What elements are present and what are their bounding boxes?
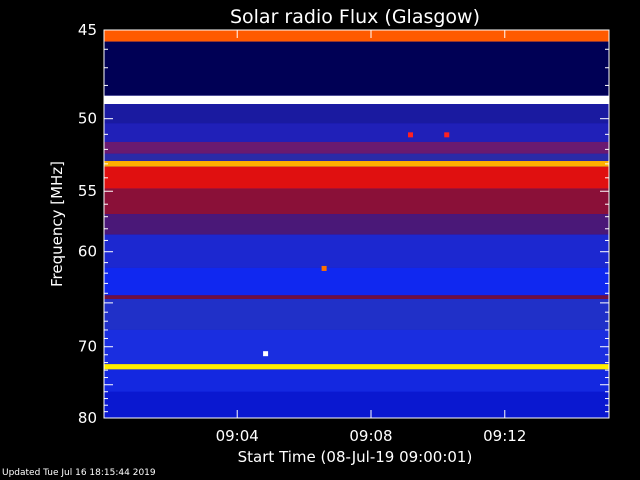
frequency-band	[104, 188, 609, 215]
frequency-band	[104, 30, 609, 42]
frequency-band	[104, 295, 609, 300]
y-axis-label: Frequency [MHz]	[48, 161, 66, 287]
y-axis: 45 50 55 60 70 80	[78, 21, 609, 427]
y-tick-label: 60	[78, 243, 97, 261]
x-axis: 09:04 09:08 09:12	[216, 30, 526, 445]
frequency-band	[104, 234, 609, 268]
plot-frame	[103, 29, 610, 419]
frequency-band	[104, 364, 609, 370]
frequency-band	[104, 95, 609, 105]
plot-area	[103, 29, 610, 419]
frequency-band	[104, 369, 609, 392]
frequency-band	[104, 104, 609, 124]
updated-timestamp: Updated Tue Jul 16 18:15:44 2019	[2, 468, 156, 478]
x-tick-label: 09:08	[349, 427, 392, 445]
x-tick-label: 09:04	[216, 427, 259, 445]
frequency-band	[104, 153, 609, 162]
frequency-band	[104, 267, 609, 296]
frequency-band	[104, 329, 609, 365]
frequency-band	[104, 161, 609, 167]
frequency-band	[104, 166, 609, 189]
burst-mark	[444, 132, 450, 138]
burst-mark	[321, 265, 327, 271]
x-tick-label: 09:12	[483, 427, 526, 445]
frequency-band	[104, 41, 609, 96]
frequency-band	[104, 214, 609, 235]
y-tick-label: 55	[78, 182, 97, 200]
frequency-band	[104, 391, 609, 418]
chart-title: Solar radio Flux (Glasgow)	[230, 6, 480, 28]
y-tick-label: 80	[78, 409, 97, 427]
x-axis-label: Start Time (08-Jul-19 09:00:01)	[238, 448, 473, 466]
frequency-band	[104, 141, 609, 154]
y-tick-label: 70	[78, 338, 97, 356]
y-tick-label: 50	[78, 110, 97, 128]
burst-mark	[408, 132, 414, 138]
frequency-band	[104, 299, 609, 330]
y-tick-label: 45	[78, 21, 97, 39]
burst-mark	[263, 351, 269, 357]
frequency-band	[104, 123, 609, 142]
